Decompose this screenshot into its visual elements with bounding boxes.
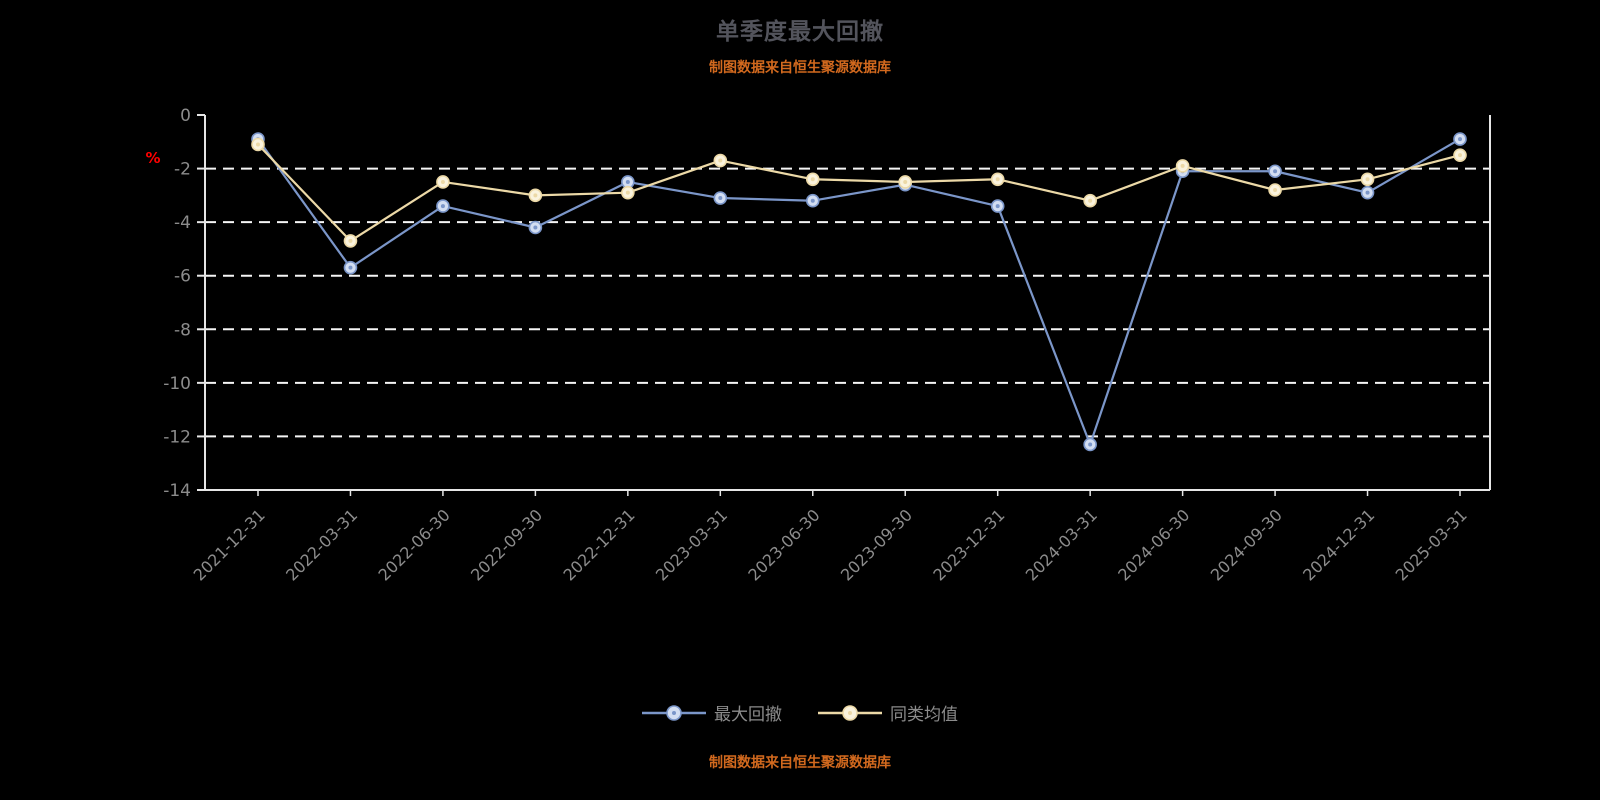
- drawdown-line-chart: 0-2-4-6-8-10-12-14%2021-12-31 2022-03-31 2…: [145, 106, 1491, 585]
- series-line-1: [257, 143, 1461, 242]
- legend-label: 最大回撤: [714, 705, 782, 725]
- chart-source-note-bottom: 制图数据来自恒生聚源数据库: [709, 755, 891, 771]
- x-tick-label: 2024-03-31: [1022, 505, 1101, 584]
- y-tick-label: -6: [174, 267, 191, 287]
- y-tick-label: 0: [180, 106, 191, 126]
- data-point-dot: [1088, 442, 1093, 447]
- chart-title: 单季度最大回撤: [716, 19, 884, 45]
- data-point-dot: [533, 193, 538, 198]
- data-point-dot: [810, 177, 815, 182]
- data-point-dot: [625, 190, 630, 195]
- data-point-dot: [903, 179, 908, 184]
- x-tick-label: 2024-12-31: [1299, 505, 1378, 584]
- data-point-dot: [995, 177, 1000, 182]
- y-tick-label: -8: [174, 320, 191, 340]
- y-axis-unit-label: %: [145, 149, 160, 167]
- data-point-dot: [348, 265, 353, 270]
- data-point-dot: [533, 225, 538, 230]
- y-tick-label: -12: [163, 427, 191, 447]
- data-point-dot: [1088, 198, 1093, 203]
- data-point-dot: [440, 204, 445, 209]
- data-point-dot: [995, 204, 1000, 209]
- data-point-dot: [1365, 190, 1370, 195]
- data-point-dot: [256, 142, 260, 147]
- legend-label: 同类均值: [890, 705, 958, 725]
- x-tick-label: 2023-03-31: [652, 505, 731, 584]
- data-point-dot: [348, 238, 353, 243]
- data-point-dot: [1458, 153, 1462, 158]
- x-tick-label: 2023-06-30: [744, 505, 823, 584]
- series-line-0: [257, 138, 1461, 446]
- data-point-dot: [1365, 177, 1370, 182]
- y-tick-label: -10: [163, 374, 191, 394]
- chart-source-note-top: 制图数据来自恒生聚源数据库: [709, 60, 891, 76]
- x-tick-label: 2022-12-31: [559, 505, 638, 584]
- x-tick-label: 2023-12-31: [929, 505, 1008, 584]
- data-point-dot: [440, 179, 445, 184]
- data-point-dot: [1180, 163, 1185, 168]
- legend-item-max-drawdown[interactable]: 最大回撤: [642, 700, 782, 725]
- data-point-dot: [718, 196, 723, 201]
- legend-line-marker-icon: [818, 704, 882, 721]
- x-tick-label: 2022-09-30: [467, 505, 546, 584]
- x-tick-label: 2022-03-31: [282, 505, 361, 584]
- x-tick-label: 2024-06-30: [1114, 505, 1193, 584]
- data-point-dot: [1273, 169, 1278, 174]
- x-tick-label: 2025-03-31: [1392, 505, 1471, 584]
- data-point-dot: [1273, 188, 1278, 192]
- x-tick-label: 2021-12-31: [190, 505, 269, 584]
- y-tick-label: -4: [174, 213, 191, 233]
- data-point-dot: [718, 158, 723, 163]
- data-point-dot: [810, 198, 815, 203]
- x-tick-label: 2023-09-30: [837, 505, 916, 584]
- chart-legend: 最大回撤 同类均值: [0, 700, 1600, 725]
- x-tick-label: 2022-06-30: [375, 505, 454, 584]
- legend-line-marker-icon: [642, 704, 706, 721]
- data-point-dot: [625, 179, 630, 184]
- data-point-dot: [1458, 137, 1462, 142]
- legend-item-peer-average[interactable]: 同类均值: [818, 700, 958, 725]
- x-tick-label: 2024-09-30: [1207, 505, 1286, 584]
- y-tick-label: -14: [163, 481, 191, 501]
- y-tick-label: -2: [174, 160, 191, 180]
